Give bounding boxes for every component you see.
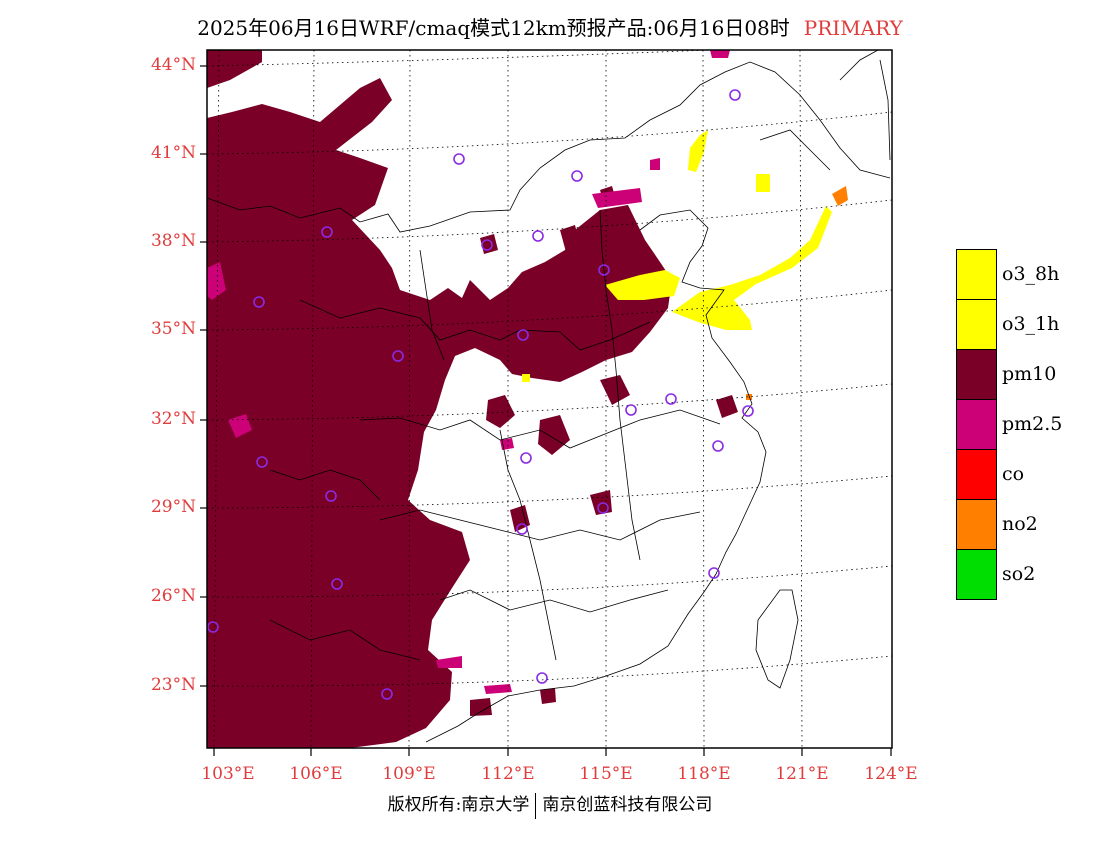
pm25-area xyxy=(207,50,730,694)
legend-label: so2 xyxy=(1002,563,1036,585)
lat-label-29: 29°N xyxy=(150,497,196,517)
lat-label-35: 35°N xyxy=(150,319,196,339)
city-station-marker xyxy=(729,89,741,101)
copyright-company: 南京创蓝科技有限公司 xyxy=(542,795,713,815)
city-station-marker xyxy=(625,404,637,416)
city-station-marker xyxy=(665,393,677,405)
city-station-marker xyxy=(392,350,404,362)
city-station-marker xyxy=(381,688,393,700)
pollutant-legend: o3_8h o3_1h pm10 pm2.5 co no2 so2 xyxy=(956,249,1086,600)
city-stations xyxy=(207,89,754,700)
lon-label-103: 103°E xyxy=(201,764,255,784)
legend-label: o3_1h xyxy=(1002,313,1060,335)
lon-label-118: 118°E xyxy=(677,764,731,784)
city-station-marker xyxy=(571,170,583,182)
city-station-marker xyxy=(520,452,532,464)
title-text: 2025年06月16日WRF/cmaq模式12km预报产品:06月16日08时 xyxy=(197,16,790,40)
legend-swatch xyxy=(956,399,997,449)
lon-label-112: 112°E xyxy=(481,764,535,784)
lon-label-106: 106°E xyxy=(289,764,343,784)
lat-label-41: 41°N xyxy=(150,143,196,163)
lon-label-121: 121°E xyxy=(775,764,829,784)
legend-swatch xyxy=(956,449,997,499)
city-station-marker xyxy=(597,502,609,514)
lat-label-38: 38°N xyxy=(150,231,196,251)
legend-swatch xyxy=(956,499,997,549)
lat-label-44: 44°N xyxy=(150,55,196,75)
city-station-marker xyxy=(321,226,333,238)
legend-item-o3-1h: o3_1h xyxy=(956,299,1086,349)
legend-label: co xyxy=(1002,463,1025,485)
title-tag: PRIMARY xyxy=(803,16,903,40)
legend-label: pm2.5 xyxy=(1002,413,1063,435)
legend-item-so2: so2 xyxy=(956,549,1086,600)
lon-label-124: 124°E xyxy=(864,764,918,784)
map-frame xyxy=(206,49,893,749)
lon-label-109: 109°E xyxy=(382,764,436,784)
city-station-marker xyxy=(712,440,724,452)
legend-item-pm10: pm10 xyxy=(956,349,1086,399)
legend-swatch xyxy=(956,249,997,299)
city-station-marker xyxy=(532,230,544,242)
lat-label-23: 23°N xyxy=(150,675,196,695)
legend-label: no2 xyxy=(1002,513,1038,535)
city-station-marker xyxy=(517,329,529,341)
legend-item-pm25: pm2.5 xyxy=(956,399,1086,449)
graticule xyxy=(207,50,892,748)
footer-separator xyxy=(535,792,537,819)
copyright-owner: 版权所有:南京大学 xyxy=(387,795,530,815)
city-station-marker xyxy=(331,578,343,590)
city-station-marker xyxy=(481,239,493,251)
legend-item-no2: no2 xyxy=(956,499,1086,549)
legend-item-o3-8h: o3_8h xyxy=(956,249,1086,299)
city-station-marker xyxy=(536,672,548,684)
city-station-marker xyxy=(598,264,610,276)
city-station-marker xyxy=(256,456,268,468)
tick-marks xyxy=(200,65,892,756)
city-station-marker xyxy=(708,567,720,579)
city-station-marker xyxy=(516,523,528,535)
legend-item-co: co xyxy=(956,449,1086,499)
city-station-marker xyxy=(325,490,337,502)
legend-label: o3_8h xyxy=(1002,263,1060,285)
city-station-marker xyxy=(207,621,219,633)
city-station-marker xyxy=(253,296,265,308)
legend-label: pm10 xyxy=(1002,363,1057,385)
map-title: 2025年06月16日WRF/cmaq模式12km预报产品:06月16日08时 P… xyxy=(0,12,1100,41)
no2-area xyxy=(746,186,848,400)
lon-label-115: 115°E xyxy=(579,764,633,784)
map-content xyxy=(207,50,892,748)
lat-label-32: 32°N xyxy=(150,409,196,429)
city-station-marker xyxy=(453,153,465,165)
pm10-area xyxy=(207,50,738,748)
copyright-footer: 版权所有:南京大学 南京创蓝科技有限公司 xyxy=(0,790,1100,819)
lat-label-26: 26°N xyxy=(150,586,196,606)
legend-swatch xyxy=(956,299,997,349)
city-station-marker xyxy=(742,405,754,417)
legend-swatch xyxy=(956,549,997,600)
legend-swatch xyxy=(956,349,997,399)
